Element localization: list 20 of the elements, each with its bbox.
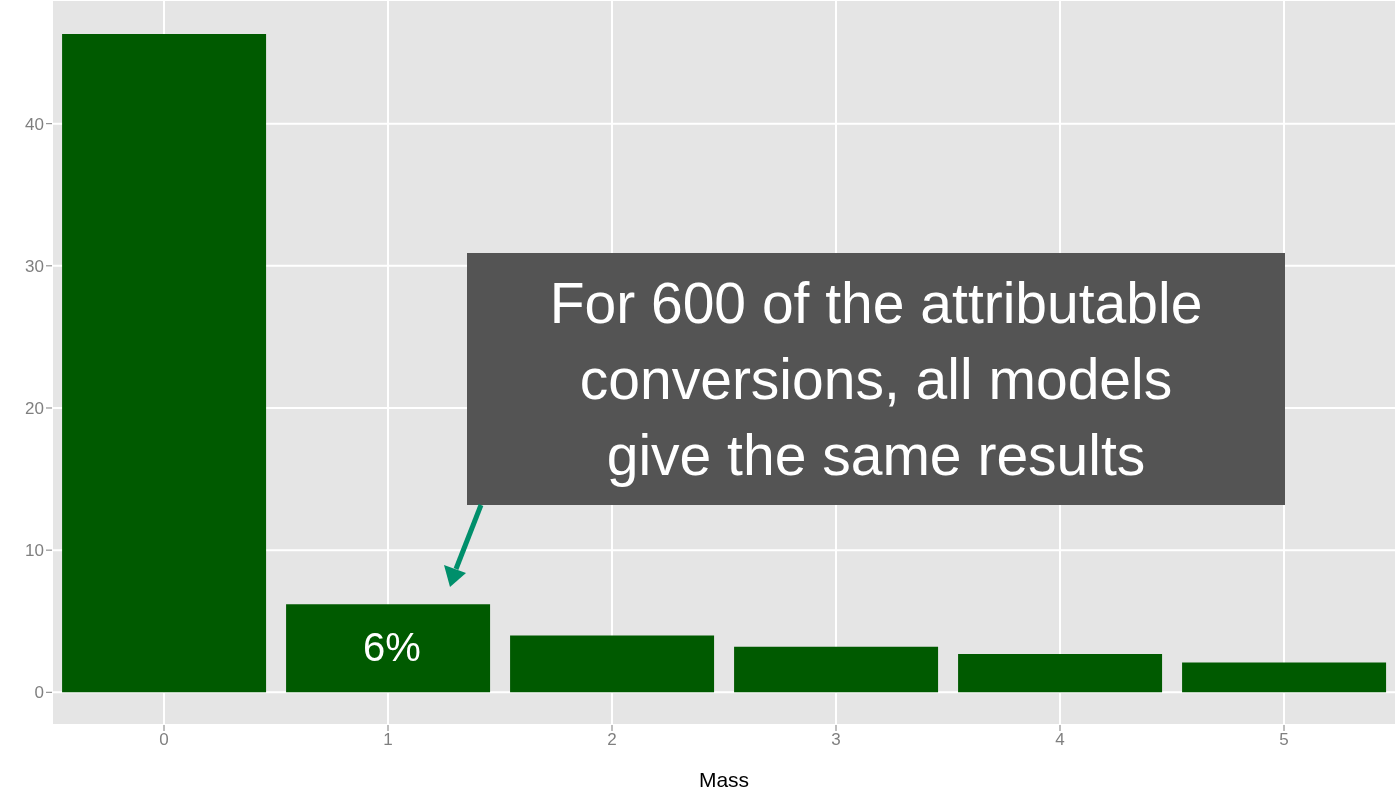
y-tick-label: 20 [25,399,44,419]
x-tick-label: 0 [159,730,169,750]
x-tick-label: 5 [1279,730,1289,750]
annotation: For 600 of the attributable conversions, all models give the same results [467,253,1285,505]
y-tick-label: 40 [25,114,44,134]
bar [734,646,939,693]
y-tick-label: 30 [25,256,44,276]
bar [1182,662,1387,693]
x-tick-label: 3 [831,730,841,750]
bar [958,653,1163,693]
x-tick-label: 4 [1055,730,1065,750]
x-tick-label: 2 [607,730,617,750]
bar [286,604,491,693]
bar [62,34,267,693]
x-axis-title: Mass [698,768,750,791]
x-tick-label: 1 [383,730,393,750]
annotation: 6% [362,624,422,671]
y-tick-label: 10 [25,541,44,561]
bar [510,635,715,693]
y-tick-label: 0 [34,683,44,703]
